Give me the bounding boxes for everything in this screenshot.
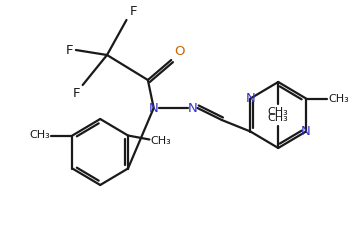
Text: N: N: [246, 92, 255, 105]
Text: N: N: [301, 125, 311, 138]
Text: CH₃: CH₃: [150, 135, 171, 146]
Text: F: F: [72, 87, 80, 100]
Text: F: F: [65, 43, 73, 56]
Text: CH₃: CH₃: [268, 107, 289, 117]
Text: O: O: [174, 45, 185, 58]
Text: CH₃: CH₃: [328, 94, 349, 104]
Text: CH₃: CH₃: [268, 113, 289, 123]
Text: N: N: [149, 101, 159, 115]
Text: N: N: [188, 101, 197, 115]
Text: CH₃: CH₃: [29, 130, 50, 140]
Text: F: F: [130, 5, 137, 18]
